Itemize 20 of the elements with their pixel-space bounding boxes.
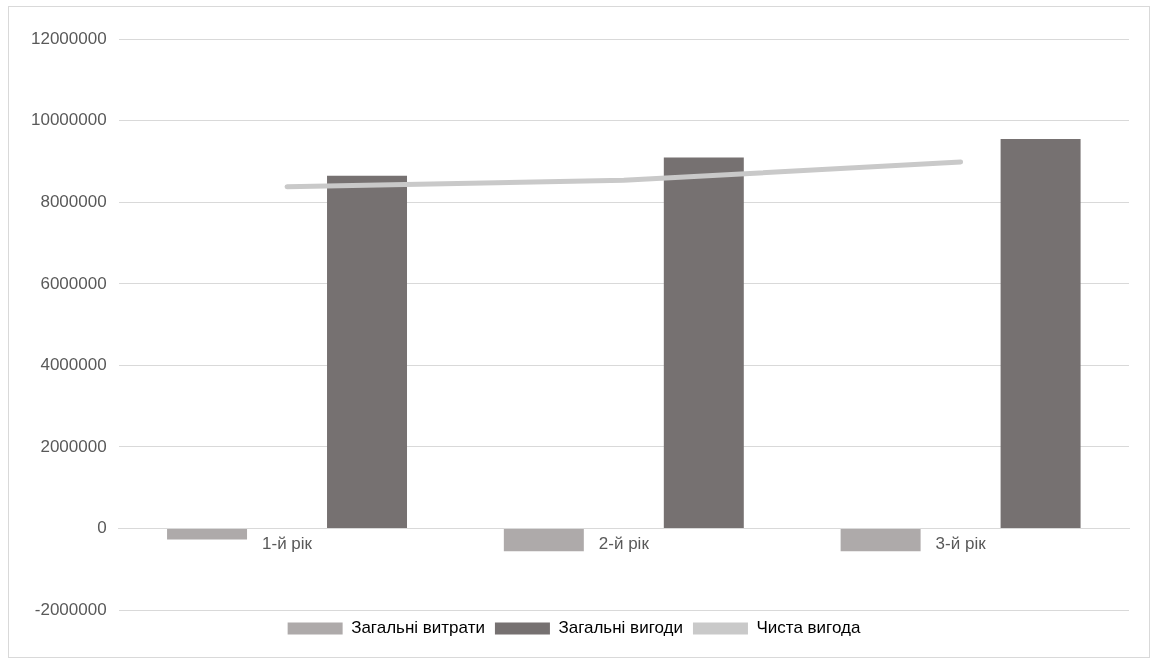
x-tick-label: 1-й рік xyxy=(262,534,313,554)
y-tick-label: 8000000 xyxy=(40,191,107,211)
bar xyxy=(167,528,248,540)
y-tick-label: 6000000 xyxy=(40,273,107,293)
bar xyxy=(1000,139,1081,528)
legend-label: Загальні витрати xyxy=(351,618,485,638)
bar xyxy=(663,157,744,528)
y-tick-label: 4000000 xyxy=(40,355,107,375)
y-tick-label: 10000000 xyxy=(31,110,107,130)
y-tick-label: -2000000 xyxy=(34,599,107,619)
y-tick-label: 0 xyxy=(97,518,107,538)
legend-label: Чиста вигода xyxy=(756,618,861,638)
y-tick-label: 12000000 xyxy=(31,28,107,48)
x-tick-label: 2-й рік xyxy=(598,534,650,554)
bar xyxy=(840,528,921,552)
legend-label: Загальні вигоди xyxy=(558,618,683,638)
bar xyxy=(327,175,408,528)
y-tick-label: 2000000 xyxy=(40,436,107,456)
bar xyxy=(503,528,584,552)
x-tick-label: 3-й рік xyxy=(935,534,987,554)
